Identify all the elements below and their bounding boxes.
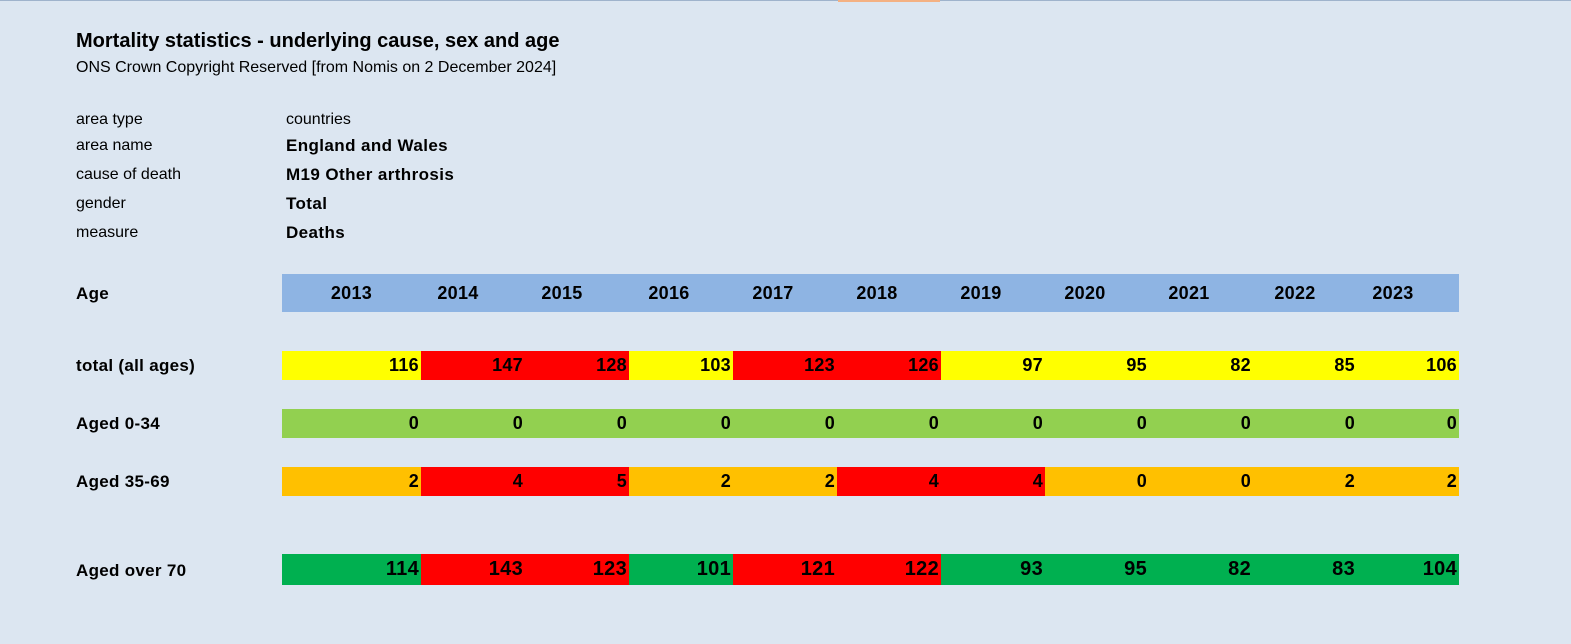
value-cell: 4 [941, 467, 1045, 496]
meta-value-measure: Deaths [286, 223, 346, 242]
value-cell: 116 [282, 351, 421, 380]
value-cell: 0 [525, 409, 629, 438]
value-cell: 103 [629, 351, 733, 380]
year-label: 2016 [648, 282, 690, 303]
value-cell: 143 [421, 554, 525, 585]
meta-label-cause: cause of death [76, 166, 181, 183]
year-label: 2019 [960, 282, 1002, 303]
value-cell: 0 [1149, 467, 1253, 496]
year-header-2015: 2015 [525, 274, 629, 312]
meta-label-area-type: area type [76, 111, 143, 128]
value-cell: 106 [1357, 351, 1459, 380]
meta-value-area-name: England and Wales [286, 136, 449, 155]
sheet-top-border [0, 0, 1571, 1]
row-total: 116 147 128 103 123 126 97 95 82 85 106 [282, 351, 1459, 380]
value-cell: 4 [837, 467, 941, 496]
year-header-2023: 2023 [1357, 274, 1459, 312]
year-label: 2020 [1064, 282, 1106, 303]
page-subtitle: ONS Crown Copyright Reserved [from Nomis… [76, 59, 557, 76]
meta-label-gender: gender [76, 195, 126, 212]
value-cell: 83 [1253, 554, 1357, 585]
value-cell: 2 [282, 467, 421, 496]
value-cell: 104 [1357, 554, 1459, 585]
year-label: 2021 [1168, 282, 1210, 303]
year-label: 2013 [330, 282, 373, 303]
page-title: Mortality statistics - underlying cause,… [76, 30, 560, 52]
selected-column-marker [838, 0, 940, 2]
value-cell: 95 [1045, 351, 1149, 380]
value-cell: 147 [421, 351, 525, 380]
value-cell: 128 [525, 351, 629, 380]
row-label-aged-over-70: Aged over 70 [76, 561, 187, 580]
value-cell: 82 [1149, 351, 1253, 380]
value-cell: 101 [629, 554, 733, 585]
value-cell: 93 [941, 554, 1045, 585]
year-header-2018: 2018 [837, 274, 941, 312]
value-cell: 0 [421, 409, 525, 438]
year-header-2014: 2014 [421, 274, 525, 312]
value-cell: 0 [1045, 409, 1149, 438]
value-cell: 0 [1357, 409, 1459, 438]
value-cell: 82 [1149, 554, 1253, 585]
value-cell: 126 [837, 351, 941, 380]
value-cell: 85 [1253, 351, 1357, 380]
meta-value-gender: Total [286, 194, 328, 213]
value-cell: 123 [733, 351, 837, 380]
value-cell: 0 [941, 409, 1045, 438]
value-cell: 0 [1045, 467, 1149, 496]
value-cell: 2 [629, 467, 733, 496]
meta-label-area-name: area name [76, 137, 153, 154]
year-header-2016: 2016 [629, 274, 733, 312]
year-label: 2015 [541, 282, 583, 303]
year-header-2019: 2019 [941, 274, 1045, 312]
row-label-total: total (all ages) [76, 356, 196, 375]
value-cell: 5 [525, 467, 629, 496]
year-label: 2023 [1372, 282, 1414, 303]
value-cell: 114 [282, 554, 421, 585]
value-cell: 2 [1253, 467, 1357, 496]
value-cell: 95 [1045, 554, 1149, 585]
value-cell: 4 [421, 467, 525, 496]
year-label: 2022 [1274, 282, 1316, 303]
meta-value-area-type: countries [286, 111, 351, 128]
value-cell: 0 [282, 409, 421, 438]
row-label-aged-0-34: Aged 0-34 [76, 414, 160, 433]
year-header-2021: 2021 [1149, 274, 1253, 312]
year-header-row: 2013 2014 2015 2016 2017 2018 2019 2020 2021 2022… [282, 274, 1459, 312]
value-cell: 0 [837, 409, 941, 438]
value-cell: 2 [1357, 467, 1459, 496]
year-header-2020: 2020 [1045, 274, 1149, 312]
value-cell: 123 [525, 554, 629, 585]
year-label: 2018 [856, 282, 898, 303]
year-header-2013: 2013 [282, 274, 421, 312]
value-cell: 2 [733, 467, 837, 496]
year-header-2022: 2022 [1253, 274, 1357, 312]
year-label: 2014 [437, 282, 479, 303]
value-cell: 0 [1149, 409, 1253, 438]
value-cell: 121 [733, 554, 837, 585]
age-header-label: Age [76, 284, 110, 303]
value-cell: 122 [837, 554, 941, 585]
value-cell: 0 [629, 409, 733, 438]
meta-label-measure: measure [76, 224, 139, 241]
value-cell: 0 [1253, 409, 1357, 438]
row-aged-over-70: 114 143 123 101 121 122 93 95 82 83 104 [282, 554, 1459, 585]
row-label-aged-35-69: Aged 35-69 [76, 472, 170, 491]
year-label: 2017 [752, 282, 794, 303]
value-cell: 0 [733, 409, 837, 438]
meta-value-cause: M19 Other arthrosis [286, 165, 455, 184]
year-header-2017: 2017 [733, 274, 837, 312]
value-cell: 97 [941, 351, 1045, 380]
